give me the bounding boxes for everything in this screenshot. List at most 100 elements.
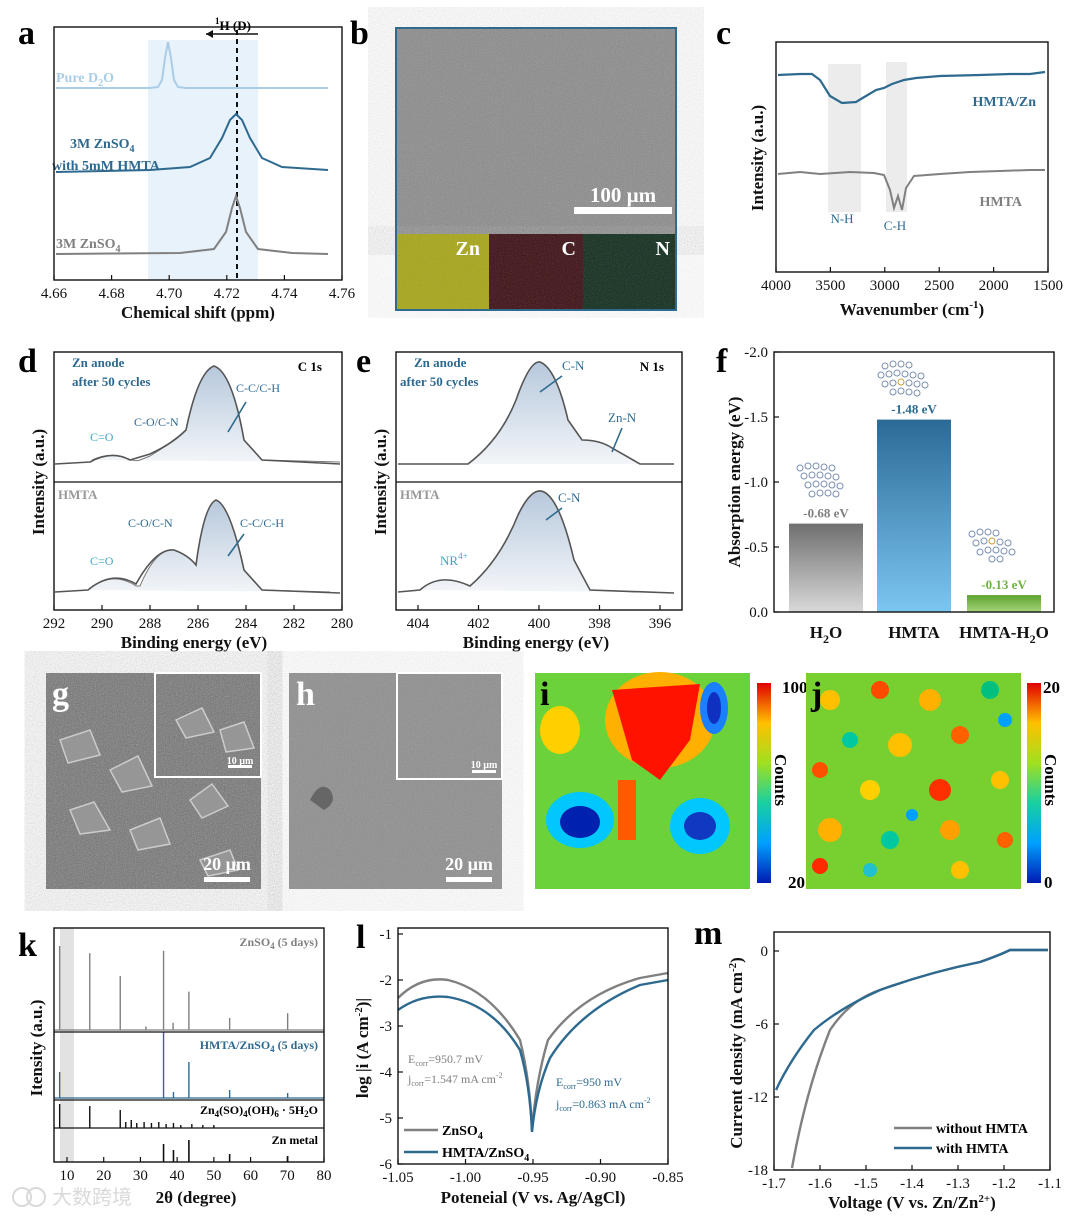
colorbar-title: Counts <box>771 754 790 806</box>
x-tick-label: 4.76 <box>329 286 356 302</box>
x-tick-label: -0.85 <box>652 1170 683 1186</box>
peak-co-cn: C-O/C-N <box>134 415 179 429</box>
arrow-icon <box>611 427 623 453</box>
bar-value-label: -1.48 eV <box>891 402 937 417</box>
panel-b: b 100 µm Zn C N <box>350 15 677 311</box>
shaded-region <box>148 40 258 280</box>
x-tick-label: 284 <box>235 616 258 632</box>
colorbar-min: 20 <box>788 873 805 892</box>
panel-label-c: c <box>716 15 731 52</box>
spectrum-bottom <box>54 499 341 594</box>
element-c: C <box>562 238 576 260</box>
y-tick-label: -1.5 <box>744 410 768 426</box>
peak-cc-ch-b: C-C/C-H <box>240 516 284 530</box>
category-hmta: HMTA <box>888 623 940 642</box>
x-tick-label: 4.70 <box>156 286 182 302</box>
label-hmta-conc: with 5mM HMTA <box>52 159 161 174</box>
spectrum-top <box>54 365 341 465</box>
x-tick-label: 4.74 <box>271 286 298 302</box>
x-axis-title: Wavenumber (cm <box>840 300 970 319</box>
x-tick-label: -1.1 <box>1038 1176 1062 1192</box>
label-hmta-znso4: HMTA/ZnSO <box>200 1038 270 1052</box>
ecorr-znso4: E <box>408 1052 415 1066</box>
y-tick-label: -1 <box>380 927 393 943</box>
x-tick-label: 290 <box>91 616 114 632</box>
y-axis-title: Intensity (a.u.) <box>371 429 390 535</box>
colorbar-min: 0 <box>1044 873 1053 892</box>
x-ticks: 292 290 288 286 284 282 280 <box>43 605 354 632</box>
peak-cn: C-N <box>562 358 585 373</box>
jcorr-znso4: j <box>407 1072 411 1086</box>
peak-zn-n: Zn-N <box>608 410 637 425</box>
panel-g: g 10 µm 20 µm <box>46 672 262 889</box>
image-frame <box>395 27 677 311</box>
inset-scale-label: 10 µm <box>471 760 498 771</box>
x-tick-label: 1500 <box>1033 278 1063 294</box>
panel-label-d: d <box>18 343 37 380</box>
svg-text:log |i (A cm-2)|: log |i (A cm-2)| <box>353 998 372 1098</box>
y-tick-label: -6 <box>756 1017 769 1033</box>
watermark-text: 大数跨境 <box>52 1185 132 1209</box>
element-zn: Zn <box>456 238 480 260</box>
ticks: -1.05 -1.00 -0.95 -0.90 -0.85 -1 -2 -3 -4 -5 -6 <box>380 927 684 1186</box>
x-tick-label: 3500 <box>815 278 845 294</box>
x-ticks: 10 20 30 40 50 60 70 80 <box>60 1157 332 1184</box>
y-tick-label: 0.0 <box>749 605 768 621</box>
inset-scale-bar <box>228 765 252 768</box>
watermark: 大数跨境 <box>12 1185 132 1209</box>
x-tick-label: -0.95 <box>517 1170 548 1186</box>
y-tick-label: -4 <box>380 1065 393 1081</box>
orbital-label: C 1s <box>298 359 322 374</box>
panel-label-f: f <box>716 343 728 380</box>
legend-with-hmta: with HMTA <box>936 1142 1009 1157</box>
legend-znso4: ZnSO <box>442 1124 478 1139</box>
x-tick-label: 286 <box>187 616 210 632</box>
x-tick-label: 60 <box>243 1168 258 1184</box>
panel-i: i 100 20 Counts <box>535 672 808 892</box>
svg-text:3M ZnSO4: 3M ZnSO4 <box>56 237 121 255</box>
x-tick-label: 50 <box>206 1168 221 1184</box>
xrd-peaks <box>54 946 324 1162</box>
x-tick-label: -1.5 <box>854 1176 878 1192</box>
axes-frame <box>53 26 343 281</box>
label-nh: N-H <box>830 211 853 226</box>
arrow-head-icon <box>206 30 213 38</box>
panel-f: f -0.68 eV-1.48 eV-0.13 eV -2.0-1.5-1.0-… <box>716 343 1055 646</box>
sample-label-hmta: HMTA <box>58 487 98 502</box>
curve-hmta <box>777 169 1045 212</box>
y-tick-label: -12 <box>748 1090 768 1106</box>
x-ticks: 4000 3500 3000 2500 2000 1500 <box>761 267 1063 294</box>
x-tick-label: 282 <box>283 616 306 632</box>
band-ch <box>886 62 907 212</box>
label-zn-metal: Zn metal <box>272 1133 319 1147</box>
y-tick-label: -2.0 <box>744 345 768 361</box>
panel-k: k ZnSO4 (5 days) HMTA/ZnSO4 (5 days) Zn4… <box>18 927 332 1207</box>
y-tick-label: -18 <box>748 1163 768 1179</box>
y-axis-title: log |i (A cm <box>353 1016 372 1098</box>
label-zn-hydroxysulfate: Zn <box>200 1103 215 1117</box>
colorbar-max: 100 <box>782 678 808 697</box>
x-tick-label: 40 <box>170 1168 185 1184</box>
bar-value-label: -0.13 eV <box>981 577 1027 592</box>
label-znso4-5days: ZnSO <box>239 935 270 949</box>
x-tick-label: 2500 <box>924 278 954 294</box>
x-tick-label: -1.05 <box>382 1170 413 1186</box>
x-tick-label: 400 <box>528 616 551 632</box>
scale-label: 100 µm <box>590 183 657 207</box>
panel-label-j: j <box>810 676 822 713</box>
scale-bar <box>446 877 492 882</box>
peak-co-b: C=O <box>90 554 114 568</box>
bar-hmta <box>877 419 951 612</box>
svg-text:ZnSO4: ZnSO4 <box>442 1124 483 1142</box>
colorbar <box>757 683 771 883</box>
watermark-logo-icon <box>12 1187 32 1207</box>
x-tick-label: -0.90 <box>585 1170 616 1186</box>
x-axis-title: Binding energy (eV) <box>463 633 609 652</box>
x-tick-label: 402 <box>467 616 490 632</box>
curve-znso4-hmta <box>55 112 329 173</box>
svg-text:Pure D2O: Pure D2O <box>56 71 114 89</box>
ecorr-hmta: E <box>556 1075 563 1089</box>
x-tick-label: 404 <box>407 616 430 632</box>
peak-envelope-bottom <box>419 490 641 593</box>
x-tick-label: 280 <box>331 616 354 632</box>
